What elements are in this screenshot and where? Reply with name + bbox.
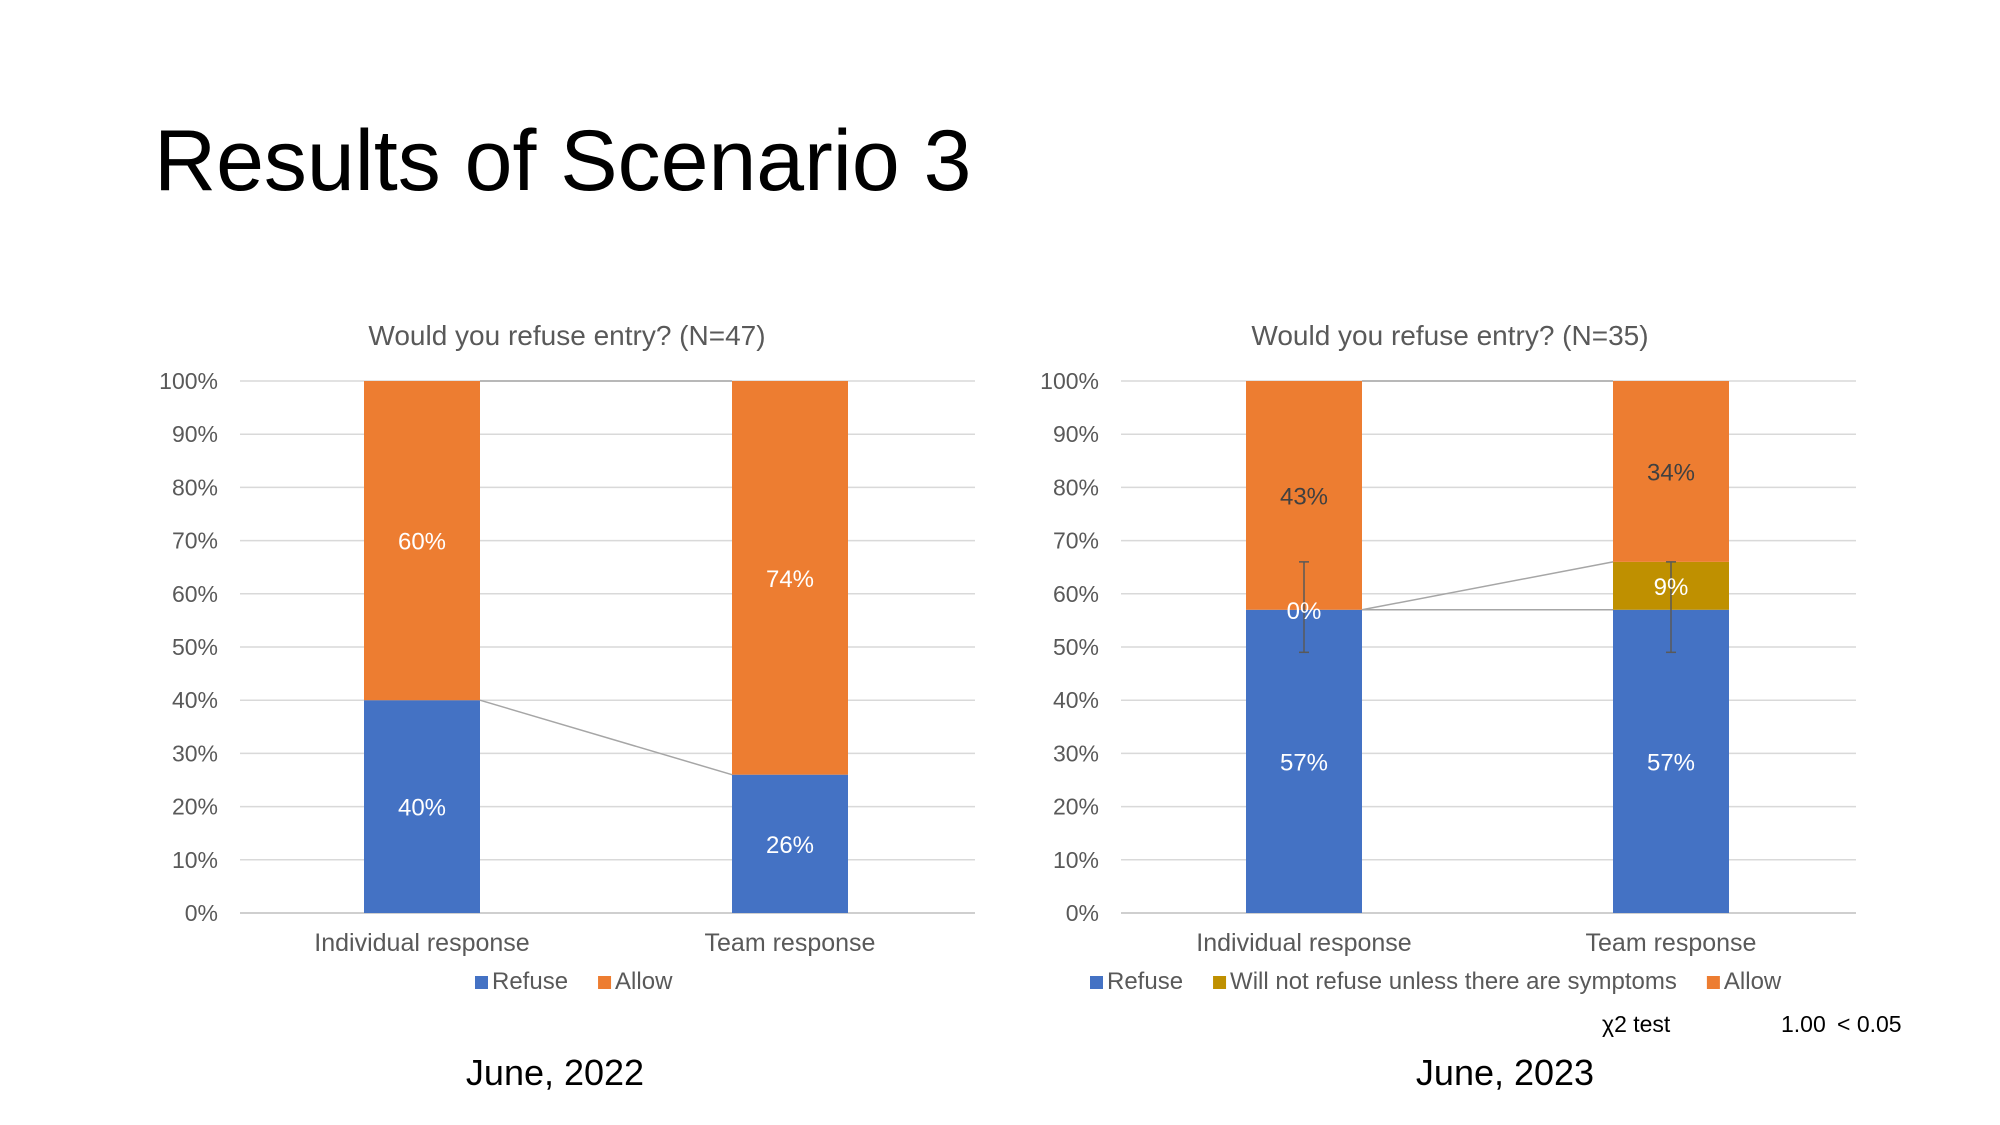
data-label: 9%	[1654, 574, 1689, 601]
y-tick-label: 90%	[1053, 421, 1099, 447]
legend-swatch-symptoms	[1213, 976, 1227, 989]
y-tick-label: 60%	[172, 581, 218, 607]
caption-2023: June, 2023	[1415, 1052, 1595, 1093]
bar-segment-refuse	[364, 700, 480, 913]
data-label: 57%	[1647, 749, 1695, 776]
bar-segment-allow	[732, 381, 848, 775]
data-label: 60%	[398, 529, 446, 556]
y-tick-label: 30%	[172, 740, 218, 766]
y-tick-label: 80%	[1053, 474, 1099, 500]
y-tick-label: 10%	[172, 847, 218, 873]
data-label: 40%	[398, 795, 446, 822]
y-tick-label: 100%	[1040, 368, 1099, 394]
legend-label: Refuse	[492, 968, 568, 995]
legend-swatch-allow	[598, 976, 612, 989]
y-tick-label: 20%	[172, 794, 218, 820]
x-tick-label: Individual response	[314, 929, 529, 957]
chart-title: Would you refuse entry? (N=47)	[368, 320, 765, 351]
legend-label: Allow	[1724, 968, 1782, 995]
stat-test-label: χ2 test	[1602, 1011, 1671, 1037]
legend-swatch-allow	[1706, 976, 1720, 989]
y-tick-label: 100%	[159, 368, 218, 394]
caption-2022: June, 2022	[465, 1052, 645, 1093]
y-tick-label: 10%	[1053, 847, 1099, 873]
y-tick-label: 40%	[172, 687, 218, 713]
data-label: 57%	[1280, 749, 1328, 776]
bar-segment-allow	[1613, 381, 1729, 562]
bar-segment-refuse	[1613, 609, 1729, 913]
y-tick-label: 70%	[1053, 528, 1099, 554]
y-tick-label: 80%	[172, 474, 218, 500]
chart-title: Would you refuse entry? (N=35)	[1251, 320, 1648, 351]
data-label: 26%	[766, 832, 814, 859]
x-tick-label: Team response	[1586, 929, 1757, 957]
series-line	[1361, 561, 1614, 611]
chart-2023: Would you refuse entry? (N=35) 0% 10% 20% 30…	[1040, 320, 1901, 1037]
data-label: 0%	[1287, 598, 1322, 625]
bar-segment-refuse	[1246, 609, 1362, 913]
legend-label: Will not refuse unless there are symptom…	[1230, 968, 1677, 995]
stat-test-threshold: < 0.05	[1837, 1011, 1902, 1037]
y-tick-label: 0%	[185, 900, 218, 926]
y-tick-label: 50%	[1053, 634, 1099, 660]
legend-swatch-refuse	[1090, 976, 1103, 989]
y-tick-label: 90%	[172, 421, 218, 447]
y-tick-label: 40%	[1053, 687, 1099, 713]
y-tick-label: 70%	[172, 528, 218, 554]
data-label: 34%	[1647, 459, 1695, 486]
y-tick-label: 50%	[172, 634, 218, 660]
legend-swatch-refuse	[475, 976, 488, 989]
legend-label: Refuse	[1107, 968, 1183, 995]
slide-title: Results of Scenario 3	[154, 113, 972, 209]
y-tick-label: 30%	[1053, 740, 1099, 766]
y-tick-label: 60%	[1053, 581, 1099, 607]
stat-test-p-value: 1.00	[1781, 1011, 1826, 1037]
x-tick-label: Team response	[705, 929, 876, 957]
data-label: 43%	[1280, 483, 1328, 510]
bar-segment-allow	[364, 381, 480, 701]
x-tick-label: Individual response	[1196, 929, 1411, 957]
legend-label: Allow	[615, 968, 673, 995]
bar-segment-refuse	[732, 774, 848, 913]
y-tick-label: 20%	[1053, 794, 1099, 820]
y-tick-label: 0%	[1066, 900, 1099, 926]
data-label: 74%	[766, 566, 814, 593]
chart-2022: Would you refuse entry? (N=47) 0% 10% 20% 30…	[159, 320, 975, 995]
series-line	[479, 699, 733, 776]
